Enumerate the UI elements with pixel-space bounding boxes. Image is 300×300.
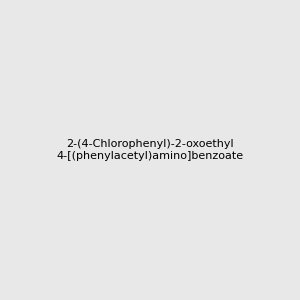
Text: 2-(4-Chlorophenyl)-2-oxoethyl 4-[(phenylacetyl)amino]benzoate: 2-(4-Chlorophenyl)-2-oxoethyl 4-[(phenyl… <box>56 139 244 161</box>
